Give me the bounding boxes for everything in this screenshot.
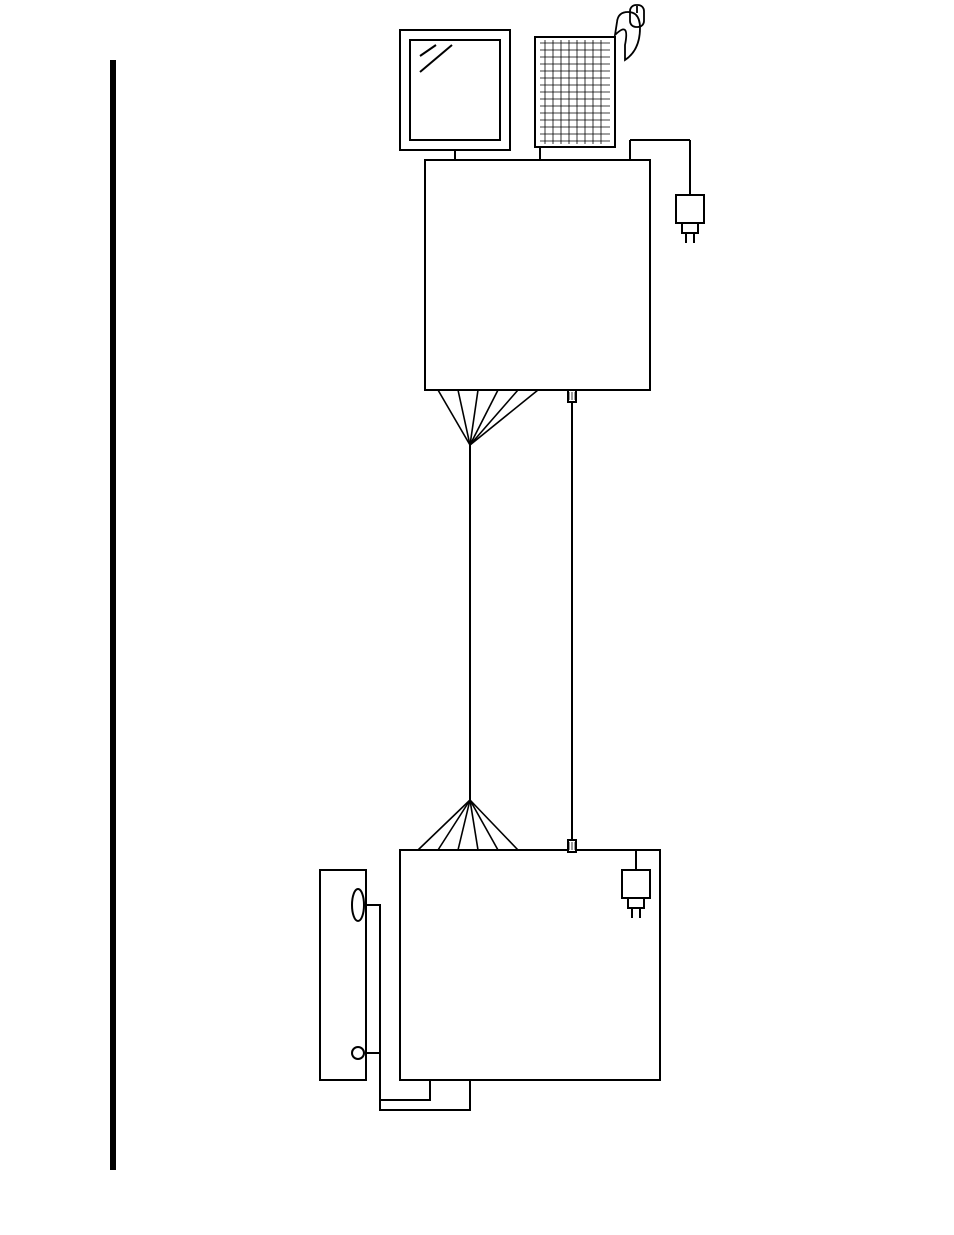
adb-videoport-box: ADB VIDEOPORT	[0, 0, 366, 1080]
rgb-cable	[418, 390, 538, 850]
wiring-diagram: MAC COMPUTER ADB VIDEOPORT SENDER VIDEO …	[0, 0, 954, 1235]
sender-box: SENDER VIDEO IN ADB ADB COMPUTER MONITOR…	[0, 0, 660, 1080]
mouse-icon	[615, 5, 644, 60]
video-port-oval	[352, 889, 364, 921]
transformer-9vac	[630, 140, 704, 243]
receiver-box: RECEIVER R G B C H V LINK MONITOR ADB AD…	[0, 0, 650, 390]
crt-monitor-icon	[400, 30, 510, 160]
adb-port-circle	[352, 1047, 364, 1059]
diagram-page: MAC COMPUTER ADB VIDEOPORT SENDER VIDEO …	[0, 0, 954, 1235]
transformer-17vac	[622, 850, 650, 918]
link-cable	[568, 390, 576, 852]
keyboard-icon	[535, 37, 615, 160]
